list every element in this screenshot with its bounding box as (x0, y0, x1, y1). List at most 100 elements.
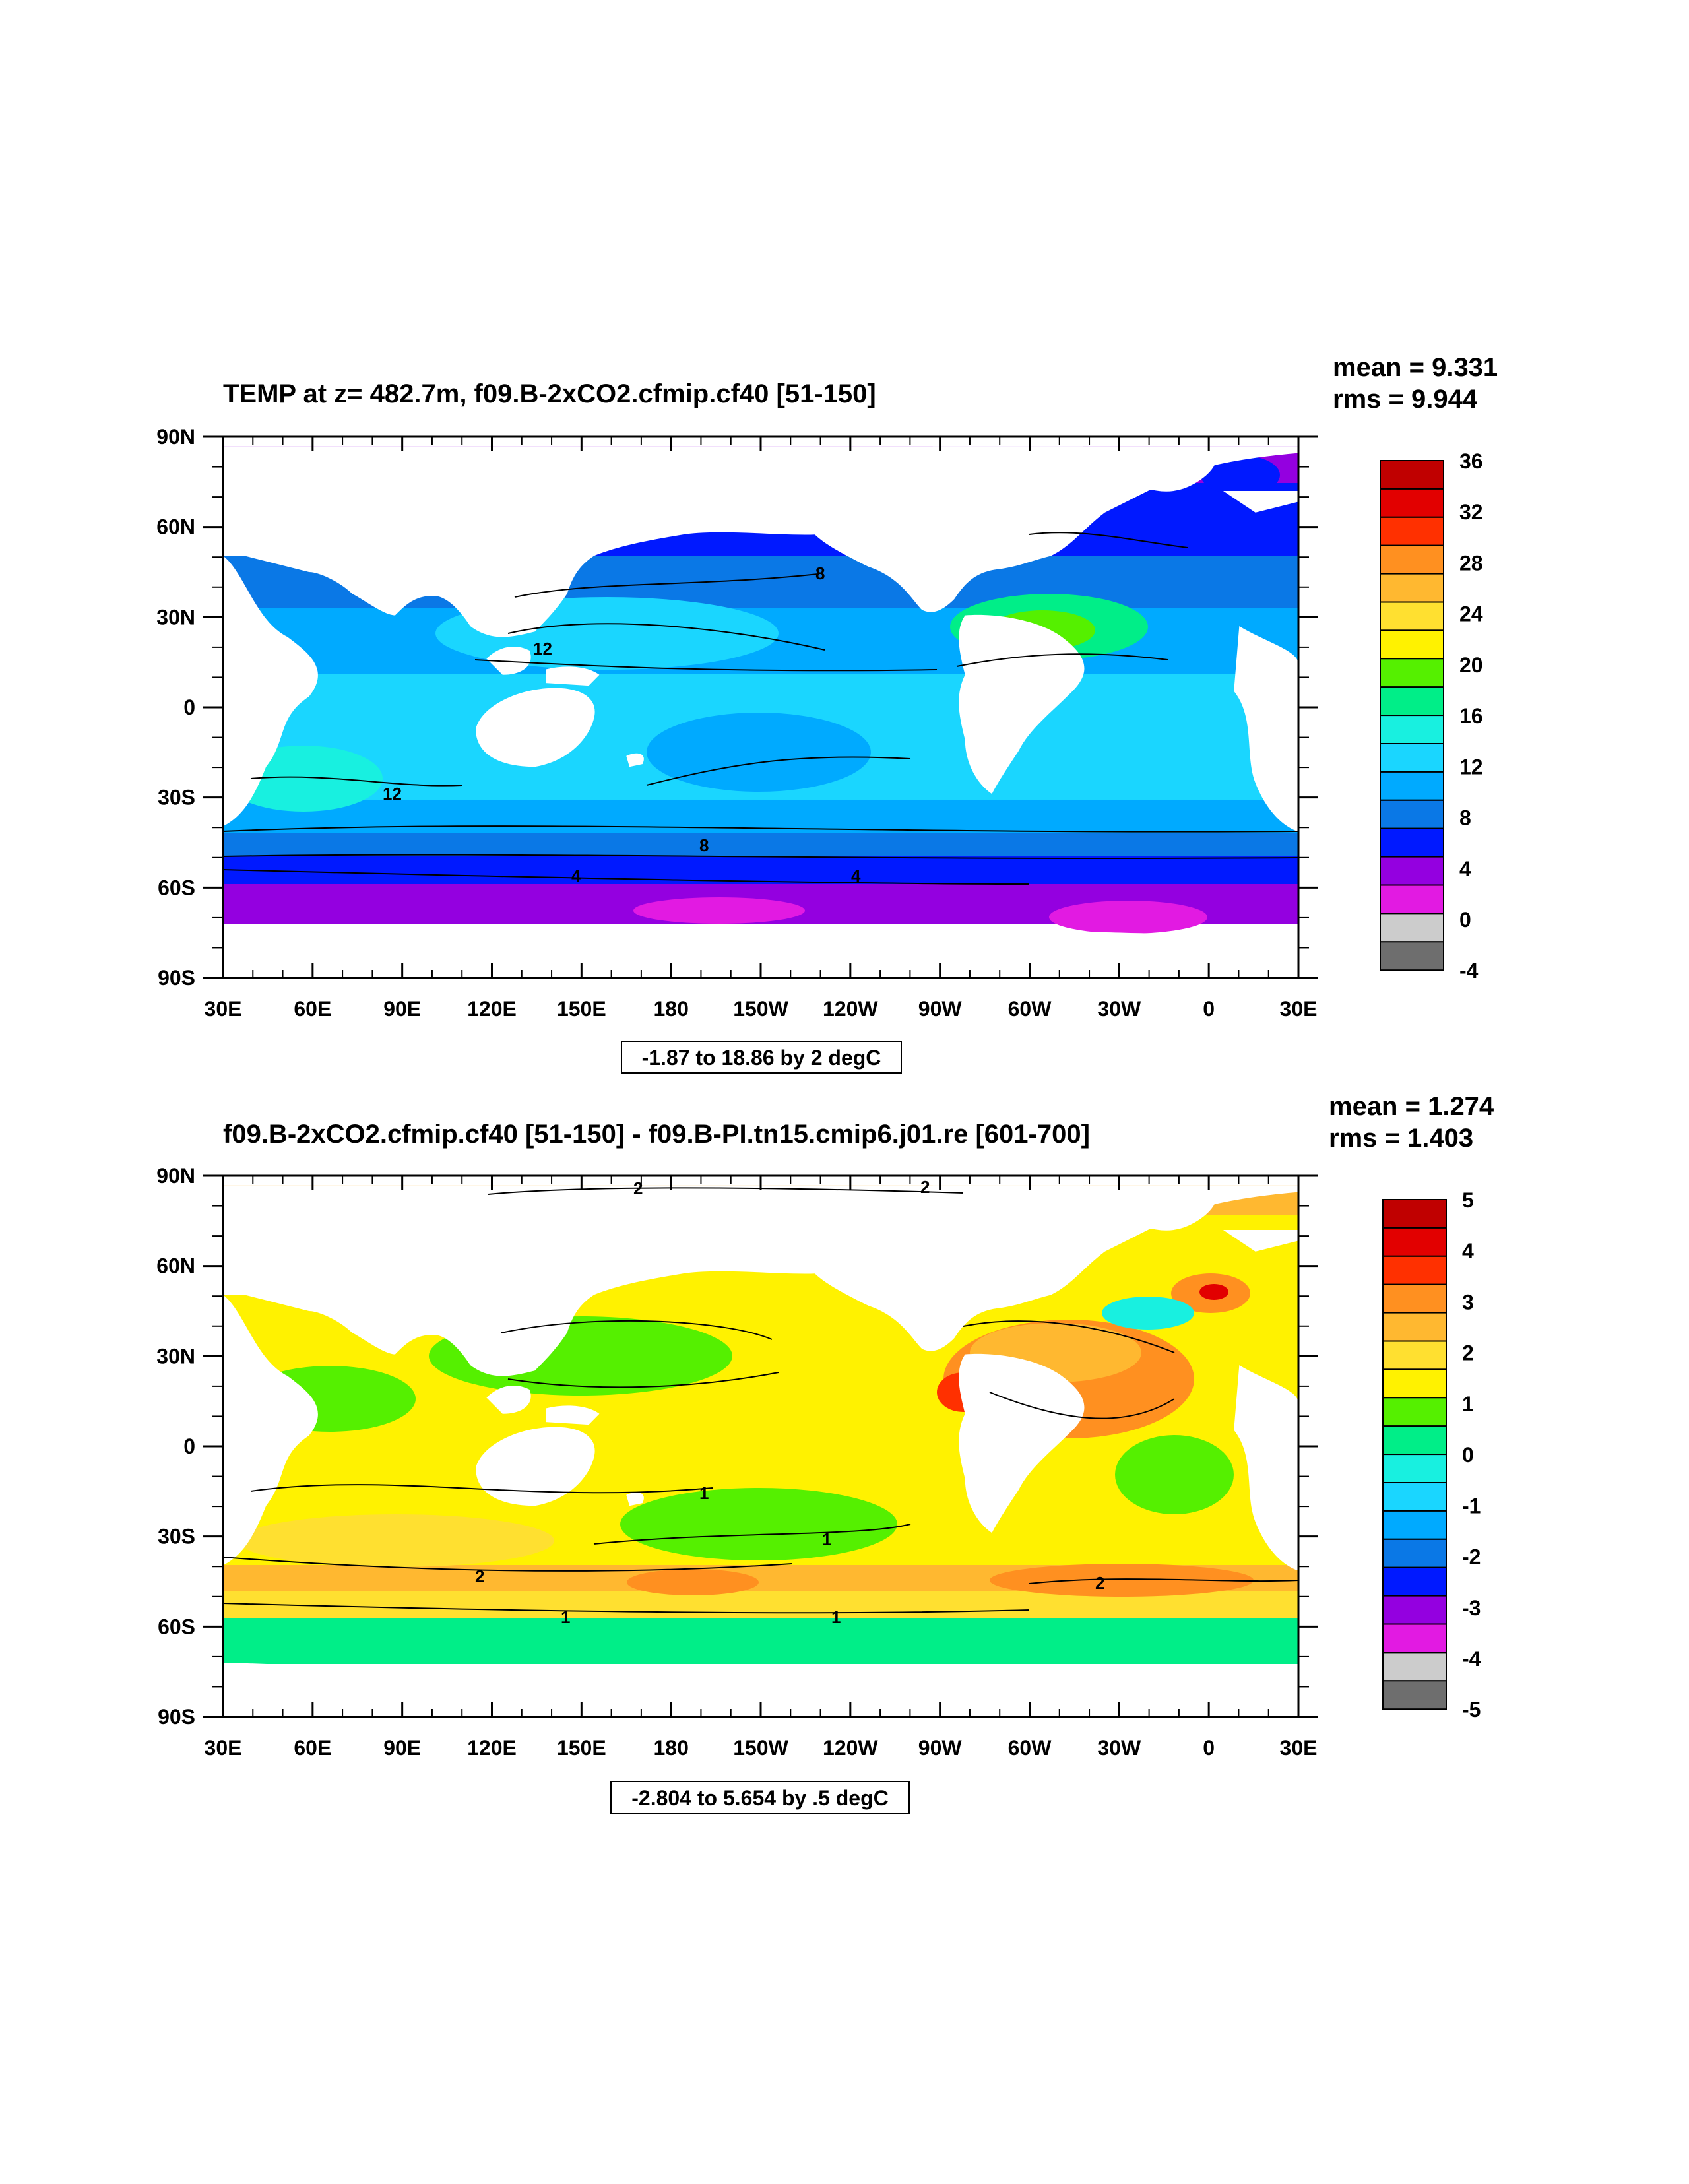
y-tick-label: 0 (183, 1434, 195, 1458)
y-tick-label: 30N (156, 1344, 195, 1368)
map-field (223, 437, 1298, 978)
colorbar-box (1382, 1510, 1447, 1540)
contour-label: 8 (699, 835, 709, 855)
y-axis: 90N 60N 30N 0 30S 60S 90S (156, 425, 1318, 990)
colorbar-box (1382, 1227, 1447, 1257)
colorbar-label: 28 (1459, 551, 1483, 575)
colorbar-box (1382, 1482, 1447, 1512)
colorbar-label: 1 (1462, 1392, 1474, 1416)
range-text: -1.87 to 18.86 by 2 degC (642, 1046, 881, 1070)
x-tick-label: 90E (383, 997, 421, 1021)
colorbar-box (1382, 1623, 1447, 1654)
contour-label: 2 (633, 1178, 643, 1198)
colorbar-box (1382, 1255, 1447, 1285)
x-tick-label: 120W (823, 1736, 878, 1760)
band (223, 833, 1298, 856)
colorbar-label: -4 (1462, 1647, 1481, 1671)
x-axis: 30E 60E 90E 120E 150E 180 150W 120W 90W 60W 30W 0 30… (205, 1176, 1318, 1760)
contour-label: 1 (822, 1529, 831, 1549)
contour-label: 2 (1095, 1573, 1104, 1593)
rms-text: rms = 9.944 (1333, 385, 1478, 414)
x-tick-label: 30E (1280, 1736, 1318, 1760)
map-field (223, 1176, 1298, 1717)
colorbar: 36 32 28 24 20 16 12 8 4 0 -4 (1380, 449, 1483, 982)
contour-label: 2 (475, 1566, 484, 1586)
y-tick-label: 60N (156, 515, 195, 539)
colorbar-box (1382, 1680, 1447, 1710)
colorbar-box (1380, 884, 1444, 915)
patch (1102, 1297, 1194, 1330)
colorbar-label: 0 (1462, 1443, 1474, 1467)
y-tick-label: 0 (183, 695, 195, 719)
colorbar-label: -5 (1462, 1698, 1481, 1721)
x-tick-label: 180 (653, 997, 688, 1021)
contour-label: 1 (699, 1483, 709, 1503)
panel-title: TEMP at z= 482.7m, f09.B-2xCO2.cfmip.cf4… (223, 379, 876, 408)
colorbar-box (1380, 573, 1444, 603)
band (223, 1618, 1298, 1664)
colorbar-label: -3 (1462, 1596, 1481, 1620)
patch (1201, 455, 1280, 495)
x-tick-label: 90W (918, 1736, 963, 1760)
x-tick-label: 30W (1097, 997, 1141, 1021)
contour-label: 12 (533, 639, 552, 658)
y-tick-label: 30S (158, 786, 195, 810)
x-tick-label: 60E (294, 1736, 331, 1760)
colorbar-box (1380, 743, 1444, 773)
colorbar-box (1382, 1538, 1447, 1568)
colorbar-box (1382, 1312, 1447, 1342)
colorbar-label: 2 (1462, 1341, 1474, 1365)
patch (1199, 1284, 1228, 1300)
contours (223, 1187, 1298, 1614)
colorbar-box (1382, 1425, 1447, 1456)
range-text: -2.804 to 5.654 by .5 degC (631, 1786, 889, 1810)
colorbar-box (1382, 1652, 1447, 1682)
x-tick-label: 60W (1008, 1736, 1052, 1760)
colorbar-box (1382, 1397, 1447, 1427)
x-tick-label: 0 (1203, 1736, 1215, 1760)
range-box (610, 1781, 910, 1814)
x-tick-label: 150W (733, 1736, 788, 1760)
colorbar-box (1382, 1566, 1447, 1597)
contours (223, 532, 1298, 885)
colorbar-box (1382, 1340, 1447, 1370)
x-tick-label: 150E (557, 997, 606, 1021)
colorbar-box (1380, 658, 1444, 688)
x-tick-label: 180 (653, 1736, 688, 1760)
panel-temperature: TEMP at z= 482.7m, f09.B-2xCO2.cfmip.cf4… (156, 353, 1498, 1074)
contour-label: 4 (851, 866, 861, 885)
colorbar-box (1380, 460, 1444, 490)
colorbar: 5 4 3 2 1 0 -1 -2 -3 -4 -5 (1382, 1188, 1481, 1721)
colorbar-label: -4 (1459, 959, 1479, 982)
x-tick-label: 150W (733, 997, 788, 1021)
colorbar-box (1380, 601, 1444, 631)
colorbar-label: 4 (1459, 857, 1471, 881)
patch (238, 1514, 554, 1567)
colorbar-label: 36 (1459, 449, 1483, 473)
mean-text: mean = 1.274 (1329, 1092, 1494, 1121)
colorbar-box (1380, 686, 1444, 717)
colorbar-box (1382, 1454, 1447, 1484)
x-tick-label: 0 (1203, 997, 1215, 1021)
colorbar-box (1382, 1199, 1447, 1229)
patch (647, 713, 871, 792)
colorbar-label: -1 (1462, 1494, 1481, 1518)
x-axis: 30E 60E 90E 120E 150E 180 150W 120W 90W 60W 30W 0 30… (205, 437, 1318, 1021)
x-tick-label: 30E (1280, 997, 1318, 1021)
y-tick-label: 90N (156, 1164, 195, 1188)
y-tick-label: 90N (156, 425, 195, 449)
y-tick-label: 60S (158, 876, 195, 899)
contour-label: 12 (383, 784, 402, 804)
x-tick-label: 60E (294, 997, 331, 1021)
range-box (621, 1041, 902, 1074)
colorbar-label: 32 (1459, 500, 1483, 524)
x-tick-label: 30E (205, 1736, 242, 1760)
y-tick-label: 90S (158, 966, 195, 990)
colorbar-box (1380, 799, 1444, 829)
colorbar-box (1382, 1283, 1447, 1314)
y-tick-label: 90S (158, 1705, 195, 1729)
contour-label: 1 (561, 1607, 570, 1627)
x-tick-label: 90E (383, 1736, 421, 1760)
colorbar-box (1380, 715, 1444, 744)
